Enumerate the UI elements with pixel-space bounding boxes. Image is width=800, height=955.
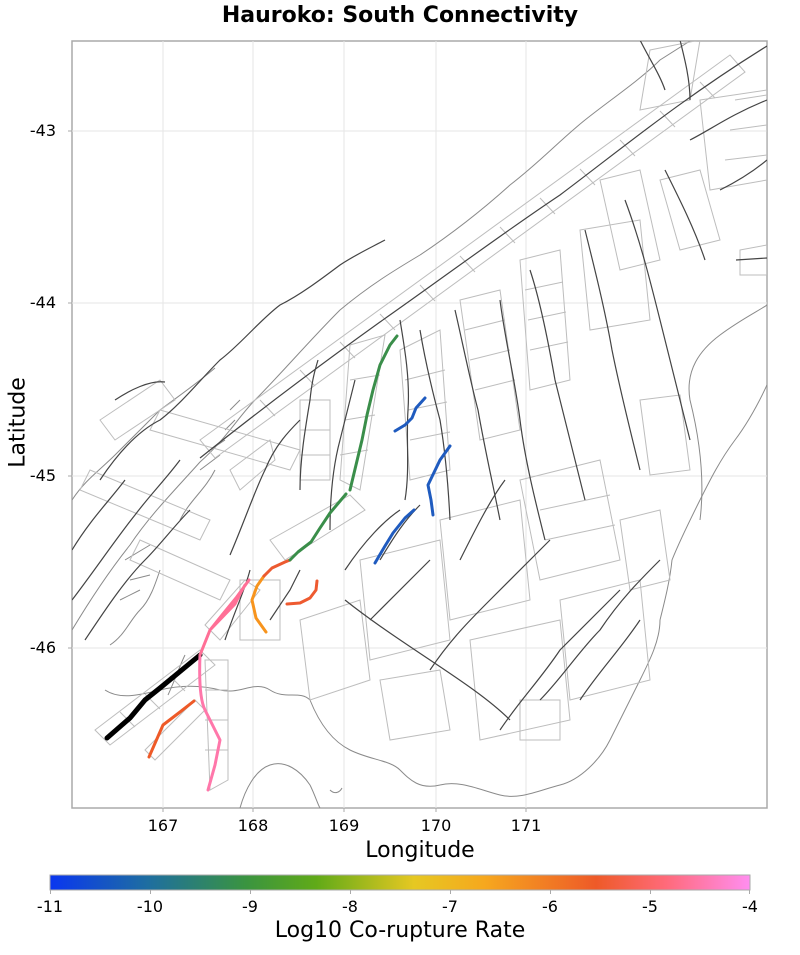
x-tick-169: 169 bbox=[328, 816, 360, 835]
x-tick-167: 167 bbox=[147, 816, 179, 835]
x-axis-label: Longitude bbox=[365, 838, 475, 863]
colorbar-tickmark bbox=[650, 890, 651, 894]
y-tick-46: -46 bbox=[29, 638, 56, 657]
colorbar-tickmark bbox=[749, 890, 750, 894]
rupture-blue-1 bbox=[393, 396, 427, 433]
colorbar-tick-label: -10 bbox=[136, 897, 164, 916]
rupture-pink-west bbox=[198, 653, 222, 792]
colorbar-tickmark bbox=[350, 890, 351, 894]
rupture-blue-2 bbox=[426, 444, 452, 517]
y-tick-43: -43 bbox=[29, 121, 56, 140]
rupture-hauroko-south bbox=[104, 652, 203, 741]
colorbar-tick-label: -4 bbox=[742, 897, 758, 916]
colorbar-tickmark bbox=[150, 890, 151, 894]
rupture-red-link bbox=[262, 558, 292, 578]
colorbar-tick-label: -8 bbox=[342, 897, 358, 916]
y-tick-45: -45 bbox=[29, 466, 56, 485]
x-tick-168: 168 bbox=[237, 816, 269, 835]
rupture-orange-arc bbox=[250, 574, 268, 634]
colorbar-tickmark bbox=[250, 890, 251, 894]
coastline bbox=[72, 41, 767, 808]
colorbar bbox=[49, 874, 751, 891]
colorbar-label: Log10 Co-rupture Rate bbox=[274, 918, 526, 943]
y-axis-label: Latitude bbox=[5, 377, 31, 468]
colorbar-tickmark bbox=[450, 890, 451, 894]
colorbar-tickmark bbox=[50, 890, 51, 894]
x-tick-170: 170 bbox=[420, 816, 452, 835]
colorbar-tick-label: -11 bbox=[36, 897, 64, 916]
y-tick-44: -44 bbox=[29, 293, 56, 312]
colorbar-tick-label: -5 bbox=[642, 897, 658, 916]
colorbar-tick-label: -6 bbox=[542, 897, 558, 916]
axis-ticks bbox=[68, 130, 527, 812]
rupture-blue-3 bbox=[373, 508, 416, 565]
colorbar-tick-label: -7 bbox=[442, 897, 458, 916]
fault-section-outlines bbox=[79, 41, 767, 791]
rupture-red-southwest bbox=[147, 699, 196, 759]
x-tick-171: 171 bbox=[510, 816, 542, 835]
fault-traces bbox=[72, 41, 767, 731]
highlighted-ruptures bbox=[104, 334, 452, 792]
colorbar-tick-label: -9 bbox=[242, 897, 258, 916]
rupture-red-central bbox=[285, 579, 319, 606]
plot-frame bbox=[71, 40, 768, 809]
chart-title: Hauroko: South Connectivity bbox=[221, 3, 579, 28]
rupture-green bbox=[288, 334, 399, 562]
rupture-pink-north bbox=[198, 578, 251, 657]
colorbar-tickmark bbox=[550, 890, 551, 894]
